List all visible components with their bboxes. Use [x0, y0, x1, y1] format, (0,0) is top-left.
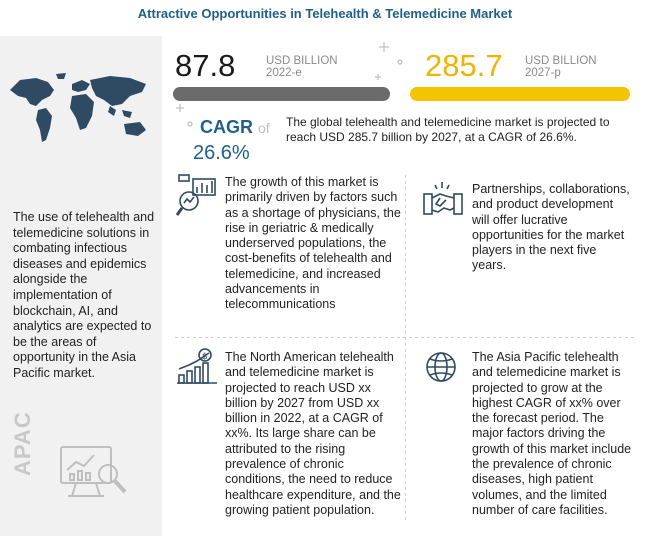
handshake-partnership-icon	[423, 182, 463, 215]
market-summary: The global telehealth and telemedicine m…	[286, 115, 610, 144]
analysis-chart-icon	[175, 174, 216, 216]
stat-2027-value: 285.7	[425, 48, 503, 83]
left-panel-text: The use of telehealth and telemedicine s…	[13, 210, 155, 380]
sparkle-decoration-icon	[176, 104, 193, 127]
stat-2022-year: 2022-e	[266, 67, 302, 79]
block-north-america-text: The North American telehealth and teleme…	[225, 350, 401, 517]
stat-2027-year: 2027-p	[525, 67, 561, 79]
grid-divider-horizontal	[175, 337, 635, 338]
stat-2027-bar-fill	[410, 87, 630, 101]
cagr-value: 26.6%	[193, 142, 250, 164]
growth-chart-dollar-icon: $	[177, 348, 217, 384]
block-drivers-text: The growth of this market is primarily d…	[225, 175, 401, 312]
stat-2022-bar	[173, 87, 390, 101]
svg-text:$: $	[202, 352, 208, 362]
apac-watermark: APAC	[10, 411, 35, 476]
left-panel: The use of telehealth and telemedicine s…	[0, 36, 162, 536]
cagr-of-text: of	[258, 120, 270, 136]
block-opportunities-text: Partnerships, collaborations, and produc…	[472, 182, 630, 273]
stat-2027-bar	[410, 87, 630, 101]
stat-2022-value: 87.8	[175, 48, 236, 83]
stat-2022-bar-fill	[173, 87, 390, 101]
cagr-label: CAGR of	[200, 117, 270, 138]
stat-2022-unit: USD BILLION	[266, 55, 338, 67]
sparkle-decoration-icon	[375, 42, 403, 80]
grid-divider-vertical	[405, 175, 406, 520]
page-title: Attractive Opportunities in Telehealth &…	[137, 6, 513, 21]
world-map-icon	[10, 73, 146, 142]
block-asia-pacific-text: The Asia Pacific telehealth and telemedi…	[472, 350, 632, 517]
globe-icon	[426, 352, 456, 382]
cagr-label-text: CAGR	[200, 117, 253, 137]
stat-2027-unit: USD BILLION	[525, 55, 597, 67]
magnifier-chart-icon	[60, 446, 127, 497]
